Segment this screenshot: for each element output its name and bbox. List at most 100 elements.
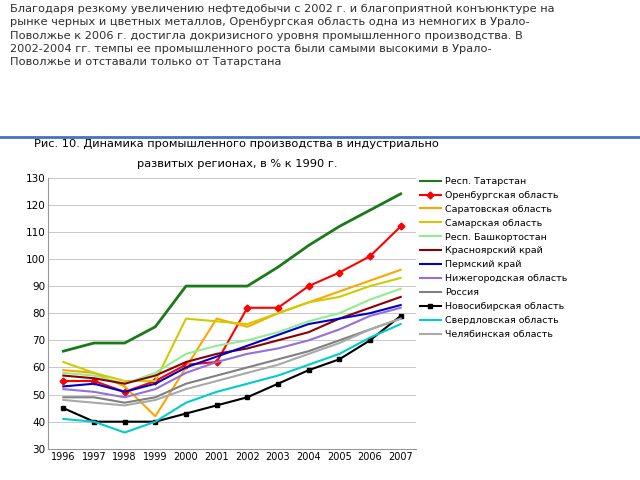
Новосибирская область [90,419,98,425]
Челябинская область [60,397,67,403]
Красноярский край [60,372,67,378]
Респ. Башкортостан [335,311,343,316]
Красноярский край [90,375,98,381]
Саратовская область [90,370,98,376]
Нижегородская область [90,389,98,395]
Респ. Татарстан [152,324,159,330]
Самарская область [182,316,190,322]
Line: Респ. Татарстан: Респ. Татарстан [63,194,401,351]
Челябинская область [274,362,282,368]
Красноярский край [152,372,159,378]
Красноярский край [366,305,374,311]
Респ. Башкортостан [213,343,221,348]
Text: Рис. 10. Динамика промышленного производства в индустриально: Рис. 10. Динамика промышленного производ… [35,139,439,149]
Новосибирская область [213,403,221,408]
Оренбургская область [366,253,374,259]
Свердловская область [182,400,190,406]
Россия [121,400,129,406]
Новосибирская область [243,395,251,400]
Респ. Башкортостан [243,337,251,343]
Text: развитых регионах, в % к 1990 г.: развитых регионах, в % к 1990 г. [136,159,337,169]
Челябинская область [121,403,129,408]
Оренбургская область [397,224,404,229]
Нижегородская область [274,346,282,351]
Оренбургская область [182,362,190,368]
Оренбургская область [305,283,312,289]
Нижегородская область [366,313,374,319]
Самарская область [213,318,221,324]
Самарская область [60,359,67,365]
Пермский край [213,354,221,360]
Свердловская область [243,381,251,386]
Line: Свердловская область: Свердловская область [63,324,401,432]
Нижегородская область [213,359,221,365]
Свердловская область [366,335,374,340]
Саратовская область [60,367,67,373]
Россия [90,395,98,400]
Свердловская область [60,416,67,422]
Новосибирская область [305,367,312,373]
Пермский край [182,365,190,371]
Респ. Башкортостан [397,286,404,292]
Красноярский край [121,381,129,386]
Саратовская область [305,300,312,305]
Красноярский край [182,359,190,365]
Пермский край [121,389,129,395]
Оренбургская область [335,270,343,276]
Свердловская область [152,419,159,425]
Нижегородская область [397,305,404,311]
Респ. Башкортостан [366,297,374,302]
Респ. Татарстан [90,340,98,346]
Line: Оренбургская область: Оренбургская область [61,224,403,394]
Респ. Татарстан [121,340,129,346]
Россия [213,372,221,378]
Новосибирская область [60,405,67,411]
Респ. Башкортостан [152,370,159,376]
Россия [60,395,67,400]
Самарская область [121,378,129,384]
Респ. Татарстан [274,264,282,270]
Новосибирская область [274,381,282,386]
Россия [182,381,190,386]
Пермский край [366,311,374,316]
Оренбургская область [152,378,159,384]
Самарская область [397,275,404,281]
Новосибирская область [366,337,374,343]
Респ. Татарстан [335,224,343,229]
Text: Благодаря резкому увеличению нефтедобычи с 2002 г. и благоприятной конъюнктуре н: Благодаря резкому увеличению нефтедобычи… [10,4,554,67]
Респ. Татарстан [213,283,221,289]
Свердловская область [335,351,343,357]
Line: Новосибирская область: Новосибирская область [61,313,403,424]
Нижегородская область [305,337,312,343]
Респ. Башкортостан [90,372,98,378]
Line: Россия: Россия [63,319,401,403]
Челябинская область [366,326,374,332]
Челябинская область [243,370,251,376]
Пермский край [274,332,282,338]
Россия [366,326,374,332]
Красноярский край [335,316,343,322]
Самарская область [274,311,282,316]
Красноярский край [305,329,312,335]
Нижегородская область [121,395,129,400]
Россия [152,395,159,400]
Саратовская область [397,267,404,273]
Саратовская область [243,324,251,330]
Новосибирская область [397,313,404,319]
Респ. Башкортостан [305,318,312,324]
Line: Пермский край: Пермский край [63,305,401,392]
Самарская область [305,300,312,305]
Респ. Татарстан [60,348,67,354]
Новосибирская область [182,411,190,417]
Красноярский край [243,346,251,351]
Респ. Татарстан [243,283,251,289]
Челябинская область [182,386,190,392]
Красноярский край [213,351,221,357]
Челябинская область [90,400,98,406]
Челябинская область [305,351,312,357]
Line: Самарская область: Самарская область [63,278,401,381]
Нижегородская область [335,326,343,332]
Оренбургская область [90,378,98,384]
Саратовская область [335,288,343,294]
Саратовская область [182,365,190,371]
